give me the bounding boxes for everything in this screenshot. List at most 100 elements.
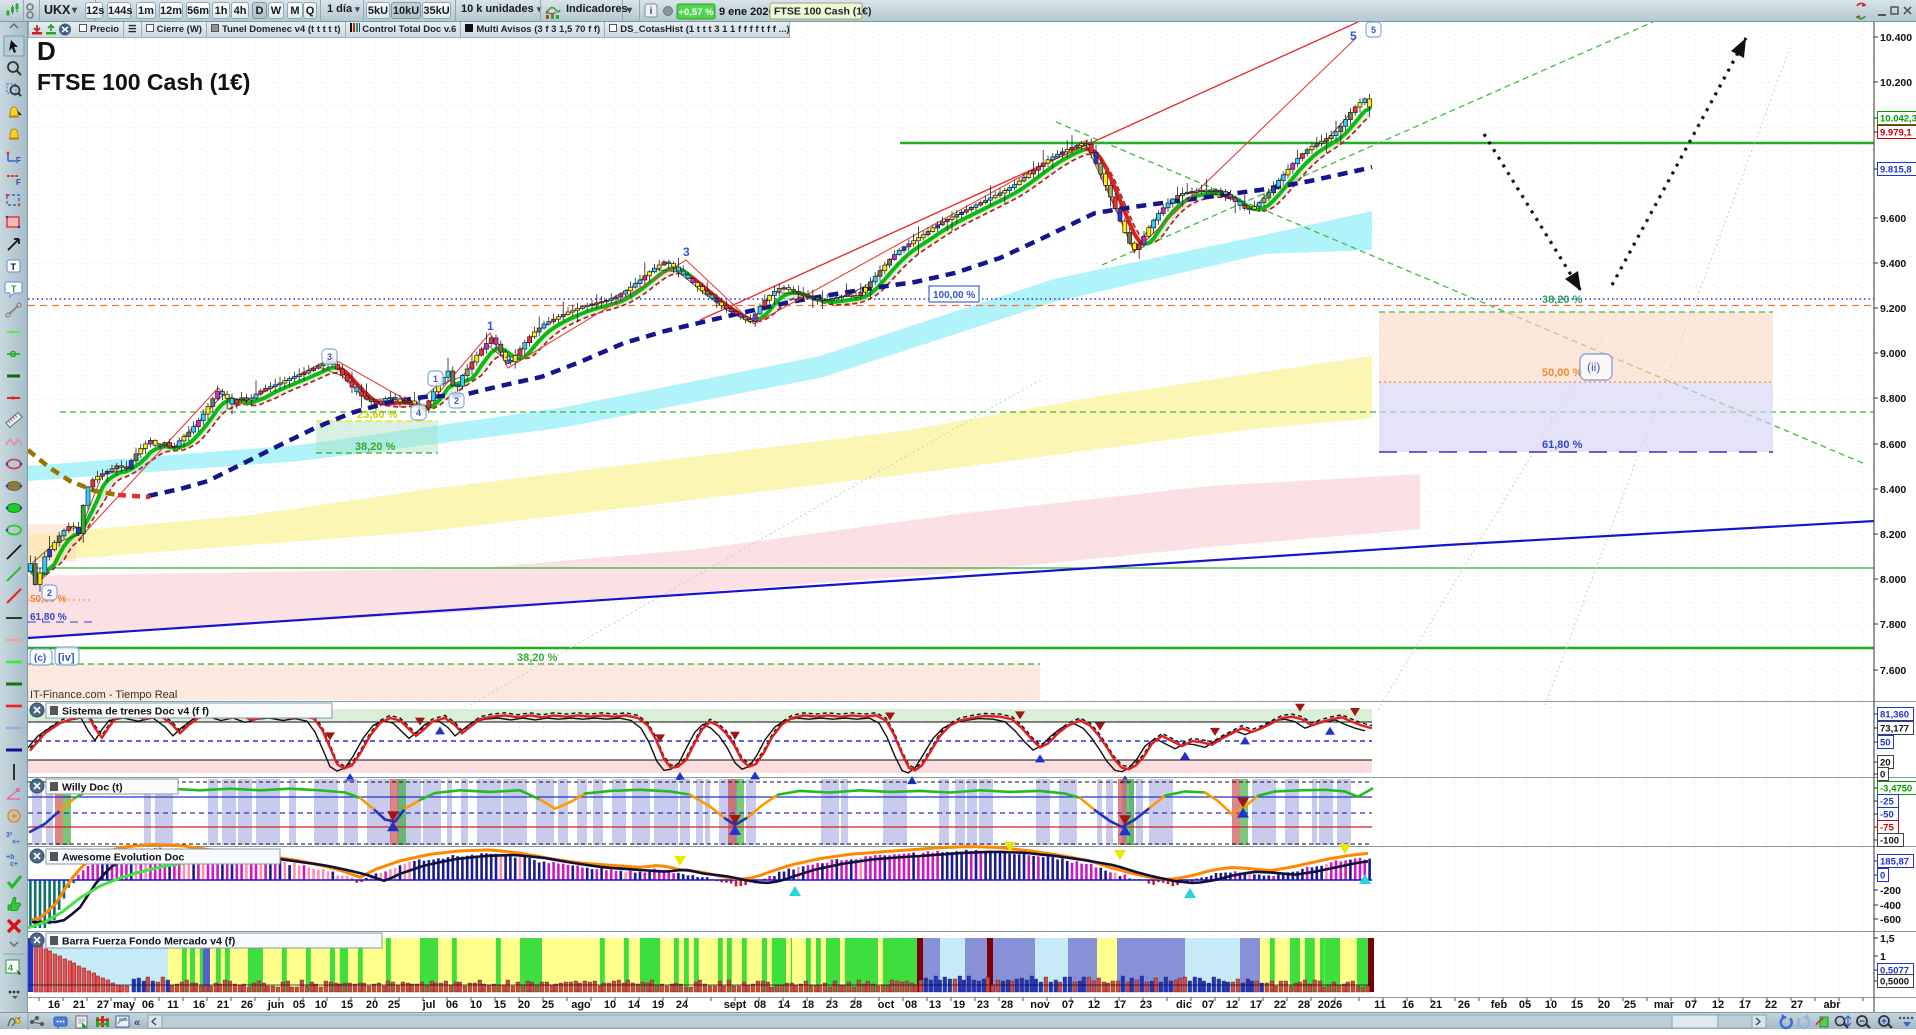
svg-text:50: 50 bbox=[1880, 738, 1891, 749]
svg-text:0: 0 bbox=[1880, 871, 1885, 882]
svg-text:20: 20 bbox=[518, 999, 530, 1011]
svg-text:17: 17 bbox=[1114, 999, 1126, 1011]
svg-text:12: 12 bbox=[1712, 999, 1724, 1011]
svg-text:jul: jul bbox=[422, 999, 436, 1011]
svg-text:-600: -600 bbox=[1880, 914, 1901, 926]
svg-text:-50: -50 bbox=[1880, 810, 1894, 821]
svg-text:14: 14 bbox=[778, 999, 791, 1011]
svg-text:7.800: 7.800 bbox=[1880, 619, 1906, 631]
svg-text:19: 19 bbox=[953, 999, 965, 1011]
svg-text:oct: oct bbox=[878, 999, 895, 1011]
svg-text:50,00 %: 50,00 % bbox=[1542, 367, 1583, 379]
svg-text:-400: -400 bbox=[1880, 900, 1901, 912]
svg-text:[iv]: [iv] bbox=[58, 652, 75, 664]
svg-text:α: α bbox=[16, 787, 20, 794]
svg-text:185,87: 185,87 bbox=[1880, 857, 1909, 868]
svg-text:8.400: 8.400 bbox=[1880, 484, 1906, 496]
svg-text:+0,57 %: +0,57 % bbox=[678, 7, 714, 18]
svg-text:21: 21 bbox=[1430, 999, 1442, 1011]
svg-text:nov: nov bbox=[1030, 999, 1050, 1011]
svg-text:61,80 %: 61,80 % bbox=[1542, 439, 1583, 451]
svg-text:25: 25 bbox=[1624, 999, 1636, 1011]
svg-text:may: may bbox=[113, 999, 136, 1011]
svg-text:9.400: 9.400 bbox=[1880, 258, 1906, 270]
svg-text:4: 4 bbox=[8, 963, 13, 973]
svg-text:5: 5 bbox=[1350, 29, 1357, 43]
svg-text:16: 16 bbox=[193, 999, 205, 1011]
svg-text:38,20 %: 38,20 % bbox=[517, 652, 558, 664]
svg-text:T: T bbox=[11, 284, 17, 294]
svg-text:22: 22 bbox=[1765, 999, 1777, 1011]
svg-text:25: 25 bbox=[542, 999, 554, 1011]
svg-text:FTSE 100 Cash (1€): FTSE 100 Cash (1€) bbox=[37, 69, 250, 95]
svg-text:10.200: 10.200 bbox=[1880, 77, 1912, 89]
svg-text:27: 27 bbox=[1791, 999, 1803, 1011]
svg-text:0,5000: 0,5000 bbox=[1880, 977, 1909, 988]
svg-text:15: 15 bbox=[341, 999, 353, 1011]
svg-text:1: 1 bbox=[487, 319, 494, 333]
svg-text:2: 2 bbox=[505, 353, 512, 367]
svg-text:-200: -200 bbox=[1880, 885, 1901, 897]
svg-text:i: i bbox=[650, 6, 653, 17]
svg-text:23: 23 bbox=[1140, 999, 1152, 1011]
svg-text:38,20 %: 38,20 % bbox=[355, 441, 396, 453]
svg-text:3²: 3² bbox=[6, 832, 13, 839]
svg-text:F: F bbox=[16, 178, 21, 187]
svg-text:2: 2 bbox=[454, 396, 459, 406]
svg-text:8.600: 8.600 bbox=[1880, 439, 1906, 451]
svg-text:8.200: 8.200 bbox=[1880, 529, 1906, 541]
svg-text:1: 1 bbox=[1880, 951, 1886, 963]
svg-text:05: 05 bbox=[1519, 999, 1531, 1011]
svg-text:2: 2 bbox=[47, 588, 52, 598]
svg-text:D: D bbox=[37, 36, 56, 66]
svg-text:38,20 %: 38,20 % bbox=[1542, 294, 1583, 306]
svg-text:16: 16 bbox=[1402, 999, 1414, 1011]
svg-text:F: F bbox=[16, 156, 21, 165]
svg-text:27: 27 bbox=[97, 999, 109, 1011]
svg-text:22: 22 bbox=[1274, 999, 1286, 1011]
svg-text:3: 3 bbox=[683, 245, 690, 259]
svg-text:15: 15 bbox=[1571, 999, 1583, 1011]
svg-text:20: 20 bbox=[366, 999, 378, 1011]
svg-text:06: 06 bbox=[142, 999, 154, 1011]
svg-text:5: 5 bbox=[1371, 25, 1376, 35]
svg-text:18: 18 bbox=[802, 999, 814, 1011]
svg-text:4: 4 bbox=[416, 408, 421, 418]
svg-text:8.000: 8.000 bbox=[1880, 574, 1906, 586]
svg-text:×÷: ×÷ bbox=[12, 839, 20, 846]
svg-text:07: 07 bbox=[1062, 999, 1074, 1011]
svg-text:11: 11 bbox=[1374, 999, 1386, 1011]
svg-text:100,00 %: 100,00 % bbox=[933, 290, 975, 301]
svg-text:73,177: 73,177 bbox=[1880, 724, 1909, 735]
svg-text:9.000: 9.000 bbox=[1880, 348, 1906, 360]
svg-text:ago: ago bbox=[571, 999, 591, 1011]
svg-text:jun: jun bbox=[267, 999, 285, 1011]
svg-text:10.400: 10.400 bbox=[1880, 32, 1912, 44]
svg-text:1,5: 1,5 bbox=[1880, 933, 1895, 945]
svg-text:28: 28 bbox=[1298, 999, 1310, 1011]
svg-text:2026: 2026 bbox=[1318, 999, 1342, 1011]
svg-text:dic: dic bbox=[1176, 999, 1192, 1011]
svg-text:08: 08 bbox=[754, 999, 766, 1011]
svg-text:FTSE 100 Cash (1€): FTSE 100 Cash (1€) bbox=[774, 6, 871, 18]
svg-text:23: 23 bbox=[977, 999, 989, 1011]
svg-text:12: 12 bbox=[1088, 999, 1100, 1011]
svg-text:+b: +b bbox=[6, 854, 14, 861]
svg-text:05: 05 bbox=[293, 999, 305, 1011]
svg-text:10: 10 bbox=[470, 999, 482, 1011]
svg-text:17: 17 bbox=[1739, 999, 1751, 1011]
svg-text:9.815,8: 9.815,8 bbox=[1880, 165, 1912, 176]
svg-text:Sistema de trenes Doc v4 (f f): Sistema de trenes Doc v4 (f f) bbox=[62, 706, 209, 718]
svg-text:(ii): (ii) bbox=[1587, 360, 1600, 374]
svg-text:24: 24 bbox=[676, 999, 689, 1011]
svg-text:15: 15 bbox=[494, 999, 506, 1011]
svg-text:Willy Doc (t): Willy Doc (t) bbox=[62, 782, 123, 794]
svg-text:16: 16 bbox=[48, 999, 60, 1011]
svg-text:20: 20 bbox=[1598, 999, 1610, 1011]
svg-text:9.600: 9.600 bbox=[1880, 213, 1906, 225]
svg-text:abr: abr bbox=[1823, 999, 1841, 1011]
svg-text:-25: -25 bbox=[1880, 797, 1894, 808]
svg-text:Awesome Evolution Doc: Awesome Evolution Doc bbox=[62, 852, 184, 864]
svg-text:9.200: 9.200 bbox=[1880, 303, 1906, 315]
svg-text:28: 28 bbox=[850, 999, 862, 1011]
